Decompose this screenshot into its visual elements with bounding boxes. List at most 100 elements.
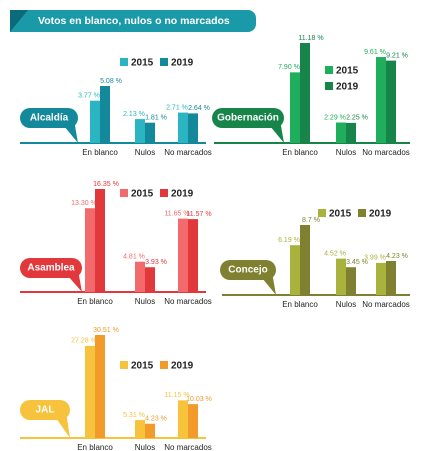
bar [95,189,105,292]
x-tick-label: En blanco [77,443,113,451]
legend-swatch [120,361,128,369]
x-tick-label: Nulos [135,148,155,157]
bar [145,423,155,438]
bar [290,245,300,295]
chart-label: Gobernación [217,113,279,124]
value-label: 3.99 % [364,255,386,262]
label-bubble [20,258,82,278]
value-label: 2.64 % [188,105,210,112]
chart-label: JAL [36,405,55,416]
bar [386,60,396,143]
bubble-tail [64,120,78,143]
bar [336,258,346,295]
x-tick-label: Nulos [135,443,155,451]
legend-swatch [160,58,168,66]
bar [145,267,155,292]
legend-swatch [160,189,168,197]
label-bubble [220,260,276,280]
x-tick-label: No marcados [164,297,212,306]
bar [376,262,386,295]
bar [346,122,356,143]
value-label: 8.7 % [302,217,320,224]
bar [90,100,100,143]
x-tick-label: En blanco [82,148,118,157]
bar [300,225,310,295]
value-label: 27.28 % [71,338,97,345]
bar [178,218,188,292]
bar [145,122,155,143]
x-tick-label: Nulos [336,148,356,157]
value-label: 9.61 % [364,49,386,56]
legend-label: 2019 [336,82,359,93]
bar [178,112,188,143]
x-tick-label: Nulos [135,297,155,306]
value-label: 11.57 % [186,211,211,218]
bar [188,113,198,143]
x-tick-label: En blanco [282,148,318,157]
value-label: 10.03 % [186,396,212,403]
x-tick-label: En blanco [77,297,113,306]
chart-label: Alcaldía [30,113,69,124]
legend-swatch [358,209,366,217]
value-label: 2.13 % [123,111,145,118]
bubble-tail [262,272,276,295]
value-label: 4.81 % [123,254,145,261]
bar [85,345,95,438]
x-tick-label: En blanco [282,300,318,309]
bar [346,267,356,295]
legend-label: 2015 [336,66,359,77]
label-bubble [212,108,284,128]
bar [135,261,145,292]
value-label: 11.18 % [298,35,323,42]
bar [386,260,396,295]
bar [135,119,145,143]
bar [188,219,198,292]
page-title: Votos en blanco, nulos o no marcados [38,15,230,27]
bar [100,86,110,143]
bar [85,208,95,292]
value-label: 2.71 % [166,104,188,111]
value-label: 11.15 % [164,392,189,399]
legend-label: 2019 [171,189,194,200]
bubble-tail [56,412,70,438]
bar [290,72,300,143]
banner-corner [10,10,28,32]
legend-swatch [120,189,128,197]
bar [300,43,310,143]
legend-swatch [318,209,326,217]
value-label: 9.21 % [386,52,408,59]
legend-swatch [160,361,168,369]
value-label: 11.65 % [164,210,189,217]
bar [178,400,188,438]
bar [376,57,386,143]
x-tick-label: Nulos [336,300,356,309]
value-label: 5.08 % [100,78,122,85]
label-bubble [20,108,78,128]
value-label: 6.19 % [278,237,300,244]
value-label: 3.45 % [346,259,368,266]
legend-label: 2015 [329,209,352,220]
value-label: 30.51 % [93,327,119,334]
legend-swatch [325,66,333,74]
value-label: 4.23 % [386,253,408,260]
value-label: 1.81 % [145,115,167,122]
bubble-tail [270,120,284,143]
value-label: 16.35 % [93,181,119,188]
bar [336,122,346,143]
chart-label: Asamblea [27,263,75,274]
legend-label: 2015 [131,189,154,200]
value-label: 7.90 % [278,64,300,71]
bubble-tail [68,270,82,292]
value-label: 2.25 % [346,115,368,122]
value-label: 4.52 % [324,250,346,257]
legend-swatch [120,58,128,66]
x-tick-label: No marcados [362,300,410,309]
value-label: 2.29 % [324,114,346,121]
bar [188,404,198,438]
x-tick-label: No marcados [164,443,212,451]
x-tick-label: No marcados [362,148,410,157]
legend-label: 2015 [131,58,154,69]
title-banner [10,10,256,32]
legend-label: 2019 [369,209,392,220]
